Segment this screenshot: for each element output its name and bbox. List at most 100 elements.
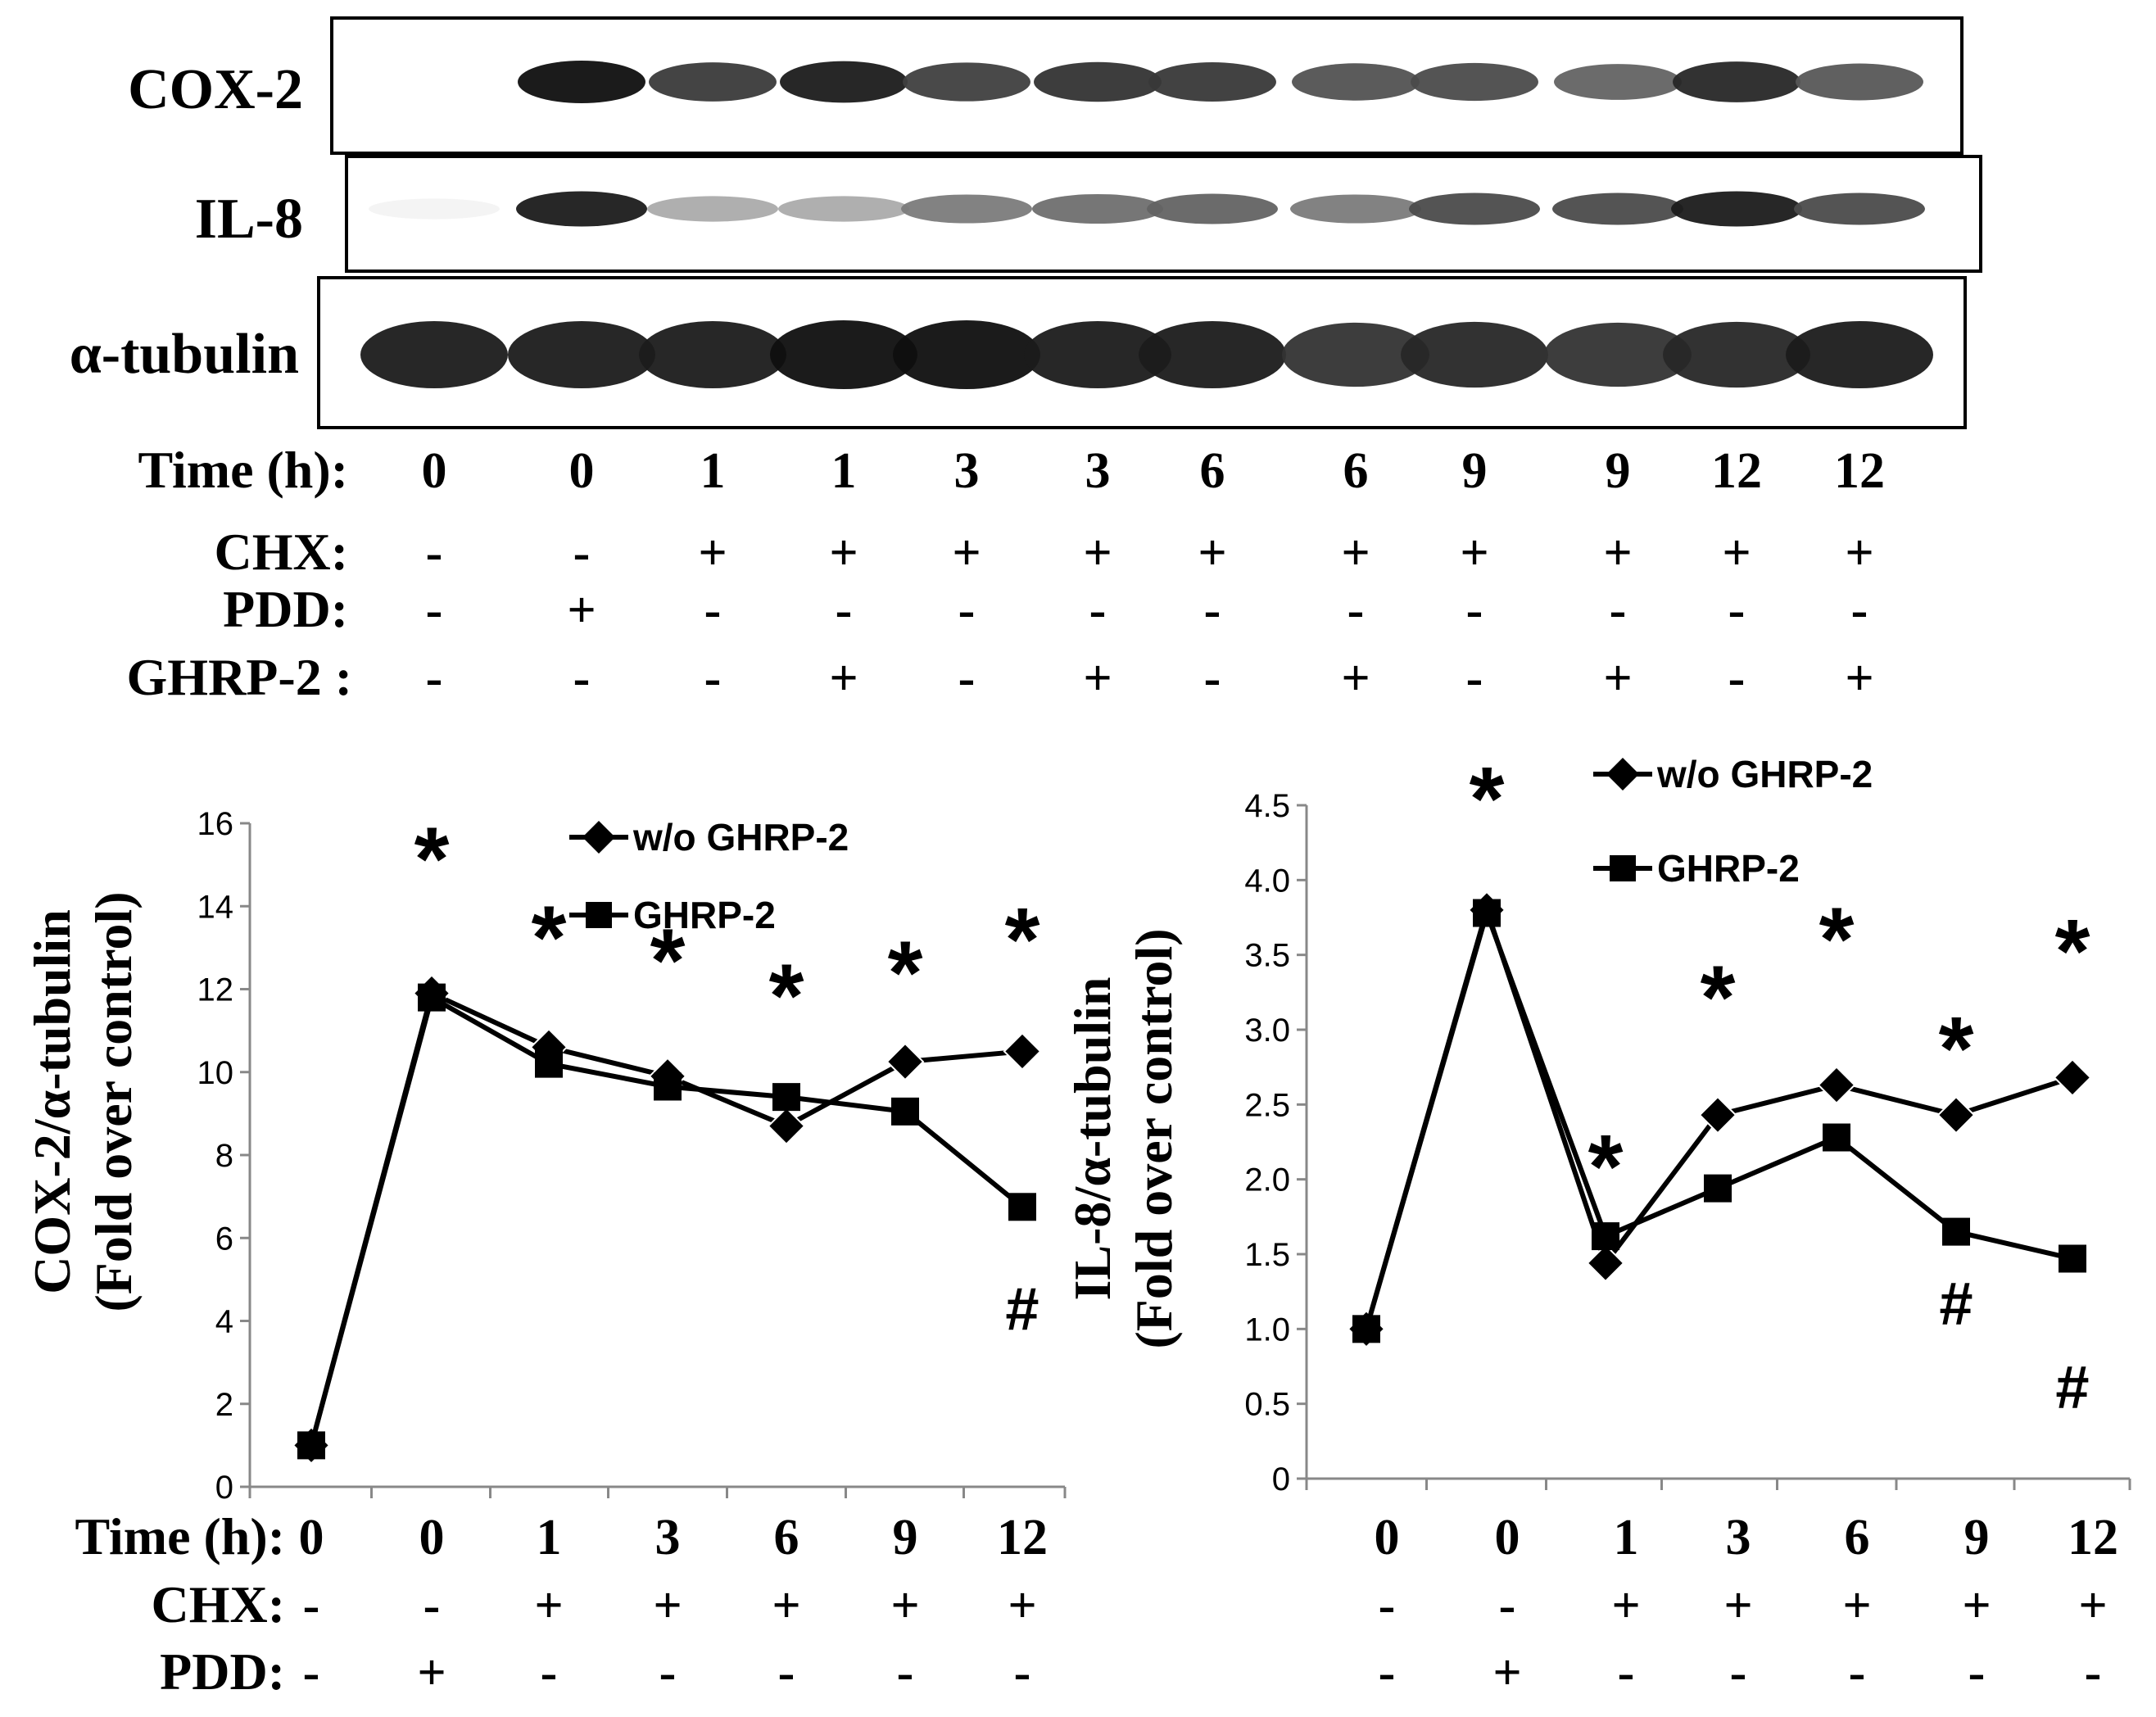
blot-ghrp-value: + xyxy=(829,650,858,706)
x-category-label: 0 xyxy=(1495,1510,1520,1565)
chx-value: + xyxy=(1008,1578,1036,1633)
blot-condition-table: 0---0-+-1+--1+-+3+--3+-+6+--6+-+9+--9+-+… xyxy=(422,443,1886,706)
tubulin-band xyxy=(508,320,655,389)
chart1-axes: 0 2 4 6 8 10 12 14 16 xyxy=(197,806,1067,1506)
chart1-ylabel-line1: COX-2/α-tubulin xyxy=(23,909,81,1294)
tubulin-band xyxy=(770,320,917,389)
pdd-value: - xyxy=(303,1645,320,1701)
cox2-band xyxy=(1796,63,1923,101)
blot-chx-value: + xyxy=(952,525,981,581)
y-tick-label: 6 xyxy=(215,1221,233,1257)
significance-star: * xyxy=(1939,999,1974,1099)
tubulin-band xyxy=(360,320,508,389)
data-point-diamond xyxy=(1698,1095,1737,1135)
blot-chx-value: + xyxy=(1845,525,1873,581)
data-point-diamond xyxy=(1817,1066,1856,1105)
blot-time-value: 1 xyxy=(831,443,857,499)
blot-ghrp-label: GHRP-2 : xyxy=(127,648,353,706)
y-tick-label: 0 xyxy=(215,1470,233,1506)
chart2-axes: 0 0.5 1.0 1.5 2.0 2.5 3.0 3.5 4.0 4.5 xyxy=(1244,788,2131,1497)
x-category-label: 6 xyxy=(1845,1510,1870,1565)
il8-band xyxy=(901,194,1032,224)
x-category-label: 3 xyxy=(1726,1510,1751,1565)
data-point-square xyxy=(297,1431,325,1460)
y-tick-label: 10 xyxy=(197,1055,234,1091)
legend-marker-square xyxy=(1610,855,1636,881)
significance-star: * xyxy=(888,923,923,1024)
data-point-square xyxy=(418,983,446,1012)
x-category-label: 1 xyxy=(537,1510,562,1565)
chx-value: - xyxy=(303,1578,320,1633)
blot-pdd-value: - xyxy=(1089,582,1107,638)
data-point-square xyxy=(2059,1244,2086,1273)
chx-value: + xyxy=(1962,1578,1991,1633)
chart1-ylabel-line2: (Fold over control) xyxy=(84,891,143,1312)
chx-value: - xyxy=(1379,1578,1396,1633)
significance-star: * xyxy=(1819,890,1855,990)
pdd-value: - xyxy=(1379,1645,1396,1701)
blot-time-value: 9 xyxy=(1606,443,1631,499)
legend-marker-diamond xyxy=(1606,758,1639,791)
tubulin-band xyxy=(1401,321,1548,388)
blot-pdd-value: - xyxy=(1204,582,1221,638)
il8-band xyxy=(369,198,500,220)
blot-pdd-label: PDD: xyxy=(223,580,348,638)
tubulin-band xyxy=(893,320,1040,389)
pdd-value: - xyxy=(659,1645,677,1701)
blot-ghrp-value: + xyxy=(1603,650,1632,706)
data-point-square xyxy=(891,1097,919,1126)
blot-pdd-value: - xyxy=(704,582,722,638)
data-point-square xyxy=(1592,1222,1619,1251)
data-point-square xyxy=(1352,1315,1380,1343)
x-category-label: 0 xyxy=(419,1510,445,1565)
y-tick-label: 3.5 xyxy=(1244,938,1290,974)
y-tick-label: 4.5 xyxy=(1244,788,1290,824)
x-category-label: 12 xyxy=(2068,1510,2118,1565)
chx-value: + xyxy=(653,1578,682,1633)
chart1-chx-label: CHX: xyxy=(151,1575,285,1633)
data-point-square xyxy=(1704,1174,1732,1203)
tubulin-band xyxy=(1024,320,1171,389)
il8-band xyxy=(1409,193,1540,225)
chx-value: + xyxy=(1723,1578,1752,1633)
data-point-diamond xyxy=(767,1107,806,1145)
legend-marker-square xyxy=(586,902,612,928)
tubulin-band xyxy=(639,320,786,389)
chx-value: + xyxy=(1842,1578,1871,1633)
blot-time-value: 12 xyxy=(1834,443,1885,499)
legend-label: w/o GHRP-2 xyxy=(632,816,849,858)
blot-pdd-value: - xyxy=(958,582,976,638)
x-category-label: 0 xyxy=(299,1510,324,1565)
legend-label: GHRP-2 xyxy=(1657,847,1800,890)
legend-label: w/o GHRP-2 xyxy=(1656,753,1873,795)
il8-bands xyxy=(369,191,1925,227)
significance-star: * xyxy=(769,946,804,1047)
data-point-diamond xyxy=(2053,1058,2092,1097)
blot-label-tubulin: α-tubulin xyxy=(70,323,299,386)
blot-pdd-value: - xyxy=(1610,582,1627,638)
significance-star: * xyxy=(650,910,686,1011)
blot-pdd-value: - xyxy=(1466,582,1483,638)
cox2-band xyxy=(518,61,645,103)
significance-hash: # xyxy=(1005,1275,1039,1343)
blot-time-value: 3 xyxy=(954,443,980,499)
chx-value: + xyxy=(890,1578,919,1633)
cox2-band xyxy=(1148,61,1276,102)
blot-chx-value: - xyxy=(426,525,443,581)
legend-marker-diamond xyxy=(582,821,615,854)
y-tick-label: 2.0 xyxy=(1244,1162,1290,1198)
blot-ghrp-value: - xyxy=(1466,650,1483,706)
x-category-label: 0 xyxy=(1375,1510,1400,1565)
blot-ghrp-value: - xyxy=(1728,650,1746,706)
il8-band xyxy=(1290,194,1421,224)
il8-band xyxy=(647,196,778,222)
significance-star: * xyxy=(1588,1117,1624,1217)
blot-chx-value: + xyxy=(1083,525,1112,581)
chart2-series: * * * * * * # # xyxy=(1347,749,2092,1421)
y-tick-label: 14 xyxy=(197,889,234,925)
pdd-value: - xyxy=(1968,1645,1986,1701)
il8-band xyxy=(1032,193,1163,224)
significance-star: * xyxy=(1470,749,1505,849)
cox2-band xyxy=(1411,62,1538,102)
